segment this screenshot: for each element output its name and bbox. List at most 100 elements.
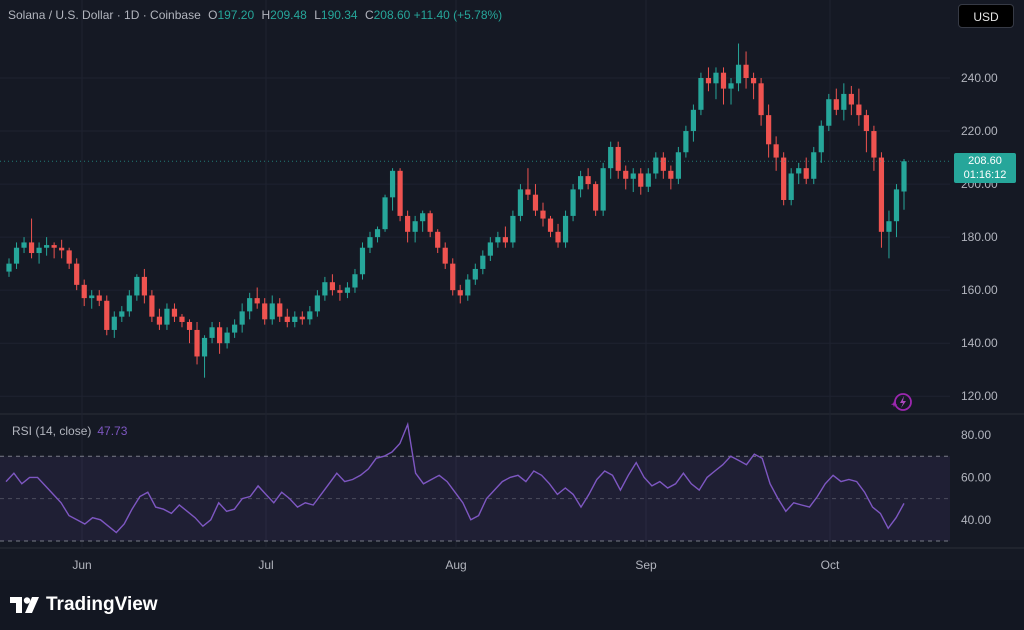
chart-area[interactable]: 240.00 220.00 200.00 180.00 160.00 140.00 120.… [0,0,1024,580]
candle-body [427,213,433,232]
candle [292,311,298,328]
candle [623,165,629,190]
rsi-label: RSI (14, close) [12,424,92,438]
candle-body [683,131,689,153]
candle-body [164,308,170,325]
candle [36,242,42,264]
candle [570,184,576,222]
candle [585,168,591,190]
candle-body [382,197,388,230]
bar-countdown: 01:16:12 [963,169,1007,181]
candle [209,321,215,344]
candle-body [186,321,193,330]
candle-body [811,152,817,179]
candle [277,298,283,322]
price-axis-label: 180.00 [961,230,998,244]
low-label: L [314,8,321,22]
candle-body [126,295,132,312]
candle [329,274,336,296]
high-value: 209.48 [270,8,307,22]
candle-body [886,221,892,232]
candle [51,242,57,259]
candle-body [645,173,651,187]
candle [720,67,727,105]
candle [457,284,463,304]
candle [232,319,238,338]
candle-body [826,99,832,126]
candle-body [766,115,772,145]
candle [608,141,614,179]
candle [758,78,764,126]
candle [420,210,426,232]
candle-body [149,295,155,317]
candle [224,327,230,349]
candle [28,218,35,259]
candle-body [517,189,524,216]
candle [344,282,351,299]
flash-icon[interactable] [890,391,914,420]
candle [593,181,599,216]
candle [21,237,27,254]
candle-body [284,316,290,322]
candle-body [796,168,802,174]
candle [562,210,569,248]
candle-body [863,115,869,132]
candle-body [720,72,727,89]
candle [803,157,809,185]
candle-body [21,242,27,248]
candle [374,226,381,243]
candle-body [51,245,57,248]
candle-body [352,274,358,288]
candle-body [547,218,554,232]
candle [405,210,411,243]
candle-body [292,316,298,322]
chart-svg[interactable]: 240.00220.00200.00180.00160.00140.00120.… [0,0,1024,580]
candle-body [329,282,336,291]
tradingview-logo[interactable]: TradingView [10,594,158,616]
candle-body [119,311,125,317]
candle-body [615,146,621,171]
candle-body [623,170,629,179]
candle-body [638,173,644,187]
currency-button[interactable]: USD [958,4,1014,28]
candle [435,229,441,254]
candle [367,231,373,254]
candle-body [818,125,824,153]
candle [901,158,907,210]
candle [577,170,584,198]
candle [750,72,757,100]
candle-body [134,276,140,296]
candle [856,88,862,126]
candle-body [367,237,373,248]
candle-body [89,295,95,299]
candle [600,162,606,216]
price-axis-label: 240.00 [961,71,998,85]
time-axis-label: Oct [821,558,840,572]
candle-body [525,189,531,195]
candle-body [585,176,591,185]
candle [307,306,313,325]
candle [299,311,305,325]
candle [397,168,403,222]
candle [194,321,200,365]
candle-body [750,78,757,84]
candle-body [480,255,486,269]
candle [540,202,546,227]
candle [59,239,65,259]
candle [788,168,794,206]
candle-body [442,247,448,264]
candle-body [337,290,343,293]
candle [134,274,140,301]
candle-body [13,247,20,264]
candle-body [555,231,561,243]
candle [412,215,418,243]
candle-body [28,242,35,254]
candle [74,258,80,291]
candle [517,184,524,222]
candle [284,308,290,328]
candle-body [660,157,666,171]
candle-body [472,268,478,280]
time-axis-label: Jun [72,558,91,572]
candle-body [194,329,200,357]
candle [119,306,125,322]
